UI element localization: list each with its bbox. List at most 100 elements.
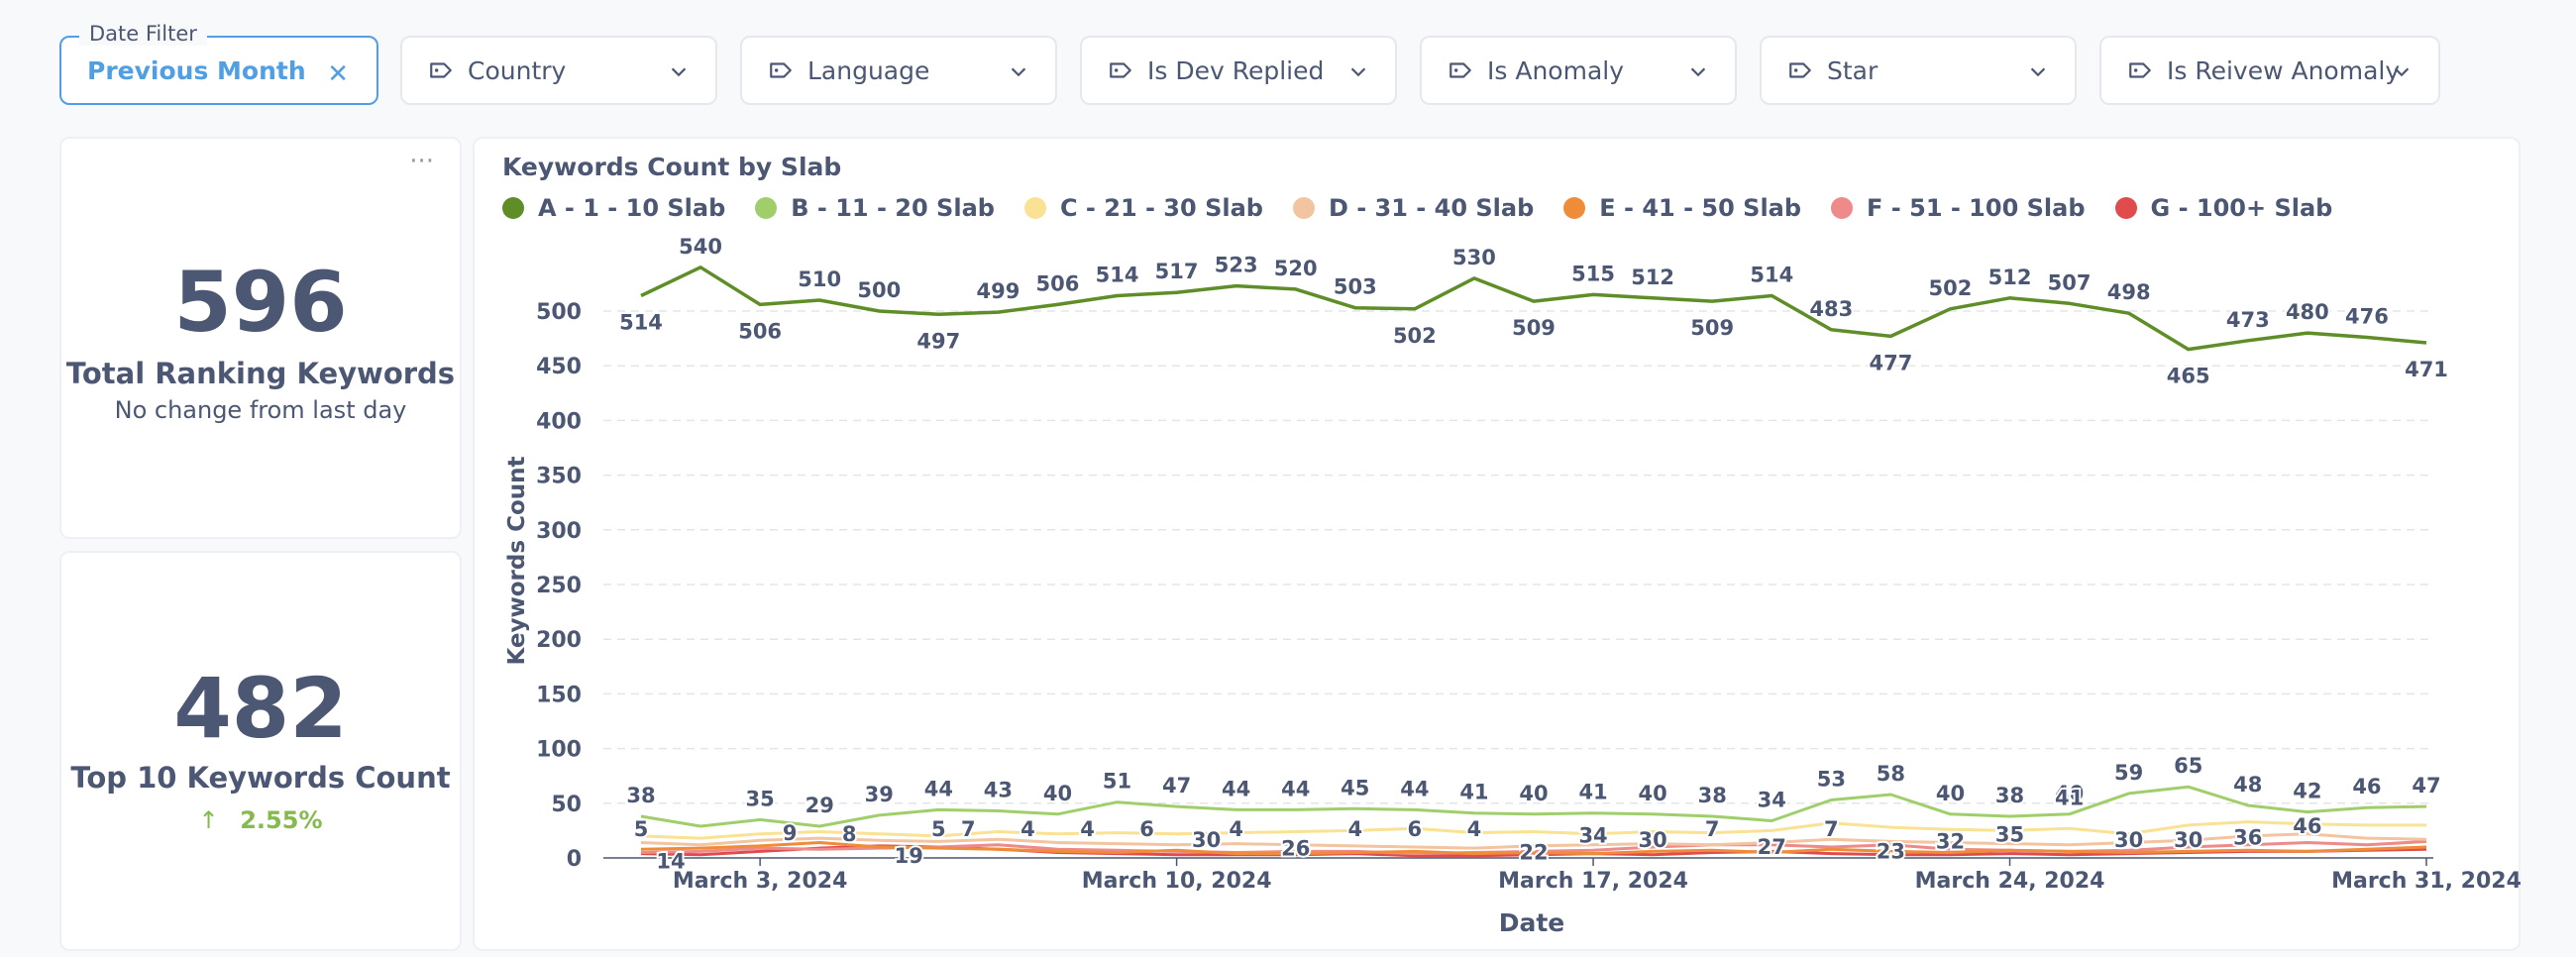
data-label: 523 xyxy=(1215,254,1258,277)
data-label: 515 xyxy=(1571,262,1615,285)
data-label: 47 xyxy=(2412,774,2440,798)
data-label: 477 xyxy=(1869,351,1912,374)
series-line xyxy=(640,266,2427,352)
data-label: 473 xyxy=(2226,308,2270,332)
data-label: 503 xyxy=(1334,275,1377,299)
data-label: 43 xyxy=(984,779,1013,802)
data-label: 509 xyxy=(1512,316,1556,340)
x-tick-label: March 24, 2024 xyxy=(1915,869,2105,894)
y-tick-label: 200 xyxy=(536,628,582,653)
y-axis-title: Keywords Count xyxy=(504,457,530,666)
review-anomaly-filter[interactable]: Is Reivew Anomaly xyxy=(2099,36,2440,105)
star-filter-label: Star xyxy=(1827,55,1878,85)
y-tick-label: 50 xyxy=(551,793,582,817)
data-label: 44 xyxy=(1400,777,1429,800)
top10-keywords-card: 482 Top 10 Keywords Count ↑ 2.55% xyxy=(59,551,462,951)
clear-icon[interactable]: ✕ xyxy=(327,59,349,89)
data-label: 509 xyxy=(1690,316,1734,340)
tag-icon xyxy=(1789,62,1811,78)
data-label: 51 xyxy=(1103,770,1131,794)
data-label: 40 xyxy=(1519,782,1548,805)
data-label: 29 xyxy=(805,794,834,817)
data-label: 9 xyxy=(783,821,798,845)
date-filter[interactable]: Date Filter Previous Month ✕ xyxy=(59,22,378,105)
legend-dot xyxy=(1023,197,1046,219)
data-label: 46 xyxy=(2293,814,2321,838)
legend-item[interactable]: A - 1 - 10 Slab xyxy=(502,194,725,222)
legend-item[interactable]: E - 41 - 50 Slab xyxy=(1563,194,1801,222)
data-label: 53 xyxy=(1817,767,1846,791)
data-label: 30 xyxy=(2114,828,2143,852)
data-label: 480 xyxy=(2286,300,2329,324)
total-keywords-subtitle: No change from last day xyxy=(114,396,407,424)
star-filter[interactable]: Star xyxy=(1760,36,2077,105)
data-label: 506 xyxy=(1036,271,1080,295)
series-line xyxy=(640,785,2427,828)
legend-dot xyxy=(1831,197,1854,219)
tag-icon xyxy=(430,62,452,78)
data-label: 6 xyxy=(1408,817,1423,841)
data-label: 512 xyxy=(1988,266,2032,289)
more-menu-icon[interactable]: ··· xyxy=(409,147,434,176)
data-label: 41 xyxy=(2055,787,2084,810)
y-tick-label: 500 xyxy=(536,300,582,325)
data-label: 30 xyxy=(1192,828,1221,852)
data-label: 498 xyxy=(2107,280,2151,304)
data-label: 44 xyxy=(1222,777,1250,800)
data-label: 22 xyxy=(1519,841,1548,865)
review-anomaly-filter-label: Is Reivew Anomaly xyxy=(2167,55,2401,85)
data-label: 30 xyxy=(2174,828,2202,852)
chevron-down-icon xyxy=(1690,67,1706,77)
legend-dot xyxy=(1292,197,1315,219)
chart-legend: A - 1 - 10 Slab B - 11 - 20 Slab C - 21 … xyxy=(502,194,2332,222)
data-label: 7 xyxy=(961,817,976,841)
data-label: 4 xyxy=(1080,817,1095,841)
data-label: 26 xyxy=(1281,836,1310,860)
dev-replied-filter-label: Is Dev Replied xyxy=(1147,55,1325,85)
anomaly-filter[interactable]: Is Anomaly xyxy=(1420,36,1737,105)
date-filter-title: Date Filter xyxy=(79,22,207,46)
data-label: 500 xyxy=(857,278,901,302)
total-keywords-card: ··· 596 Total Ranking Keywords No change… xyxy=(59,137,462,539)
data-label: 42 xyxy=(2293,780,2321,803)
data-label: 38 xyxy=(1995,784,2024,807)
language-filter[interactable]: Language xyxy=(740,36,1057,105)
keywords-by-slab-card: Keywords Count by Slab A - 1 - 10 Slab B… xyxy=(473,137,2522,951)
legend-item[interactable]: D - 31 - 40 Slab xyxy=(1292,194,1534,222)
series-line xyxy=(640,820,2426,840)
data-label: 499 xyxy=(976,279,1020,303)
country-filter-label: Country xyxy=(468,55,567,85)
legend-dot xyxy=(755,197,778,219)
data-label: 58 xyxy=(1877,762,1905,786)
total-keywords-value: 596 xyxy=(173,254,348,351)
data-label: 34 xyxy=(1578,823,1607,847)
chevron-down-icon xyxy=(671,67,687,77)
arrow-up-icon: ↑ xyxy=(198,806,219,834)
data-label: 506 xyxy=(738,319,782,343)
top10-keywords-value: 482 xyxy=(173,660,348,757)
data-label: 35 xyxy=(746,787,775,810)
data-label: 35 xyxy=(1995,822,2024,846)
data-label: 19 xyxy=(895,844,923,868)
x-tick-label: March 17, 2024 xyxy=(1498,869,1688,894)
data-label: 65 xyxy=(2174,754,2202,778)
data-label: 465 xyxy=(2167,365,2210,388)
legend-item[interactable]: B - 11 - 20 Slab xyxy=(755,194,995,222)
data-label: 530 xyxy=(1452,246,1496,269)
legend-item[interactable]: F - 51 - 100 Slab xyxy=(1831,194,2086,222)
data-label: 40 xyxy=(1043,782,1072,805)
legend-item[interactable]: G - 100+ Slab xyxy=(2114,194,2332,222)
dev-replied-filter[interactable]: Is Dev Replied xyxy=(1080,36,1397,105)
top10-keywords-title: Top 10 Keywords Count xyxy=(70,761,451,795)
anomaly-filter-label: Is Anomaly xyxy=(1487,55,1625,85)
tag-icon xyxy=(1449,62,1471,78)
data-label: 4 xyxy=(1020,817,1035,841)
data-label: 38 xyxy=(626,784,655,807)
data-label: 471 xyxy=(2405,358,2448,381)
data-label: 44 xyxy=(1281,777,1310,800)
legend-item[interactable]: C - 21 - 30 Slab xyxy=(1023,194,1263,222)
data-label: 32 xyxy=(1936,830,1965,854)
country-filter[interactable]: Country xyxy=(400,36,717,105)
chevron-down-icon xyxy=(1011,67,1026,77)
legend-label: B - 11 - 20 Slab xyxy=(791,194,995,222)
